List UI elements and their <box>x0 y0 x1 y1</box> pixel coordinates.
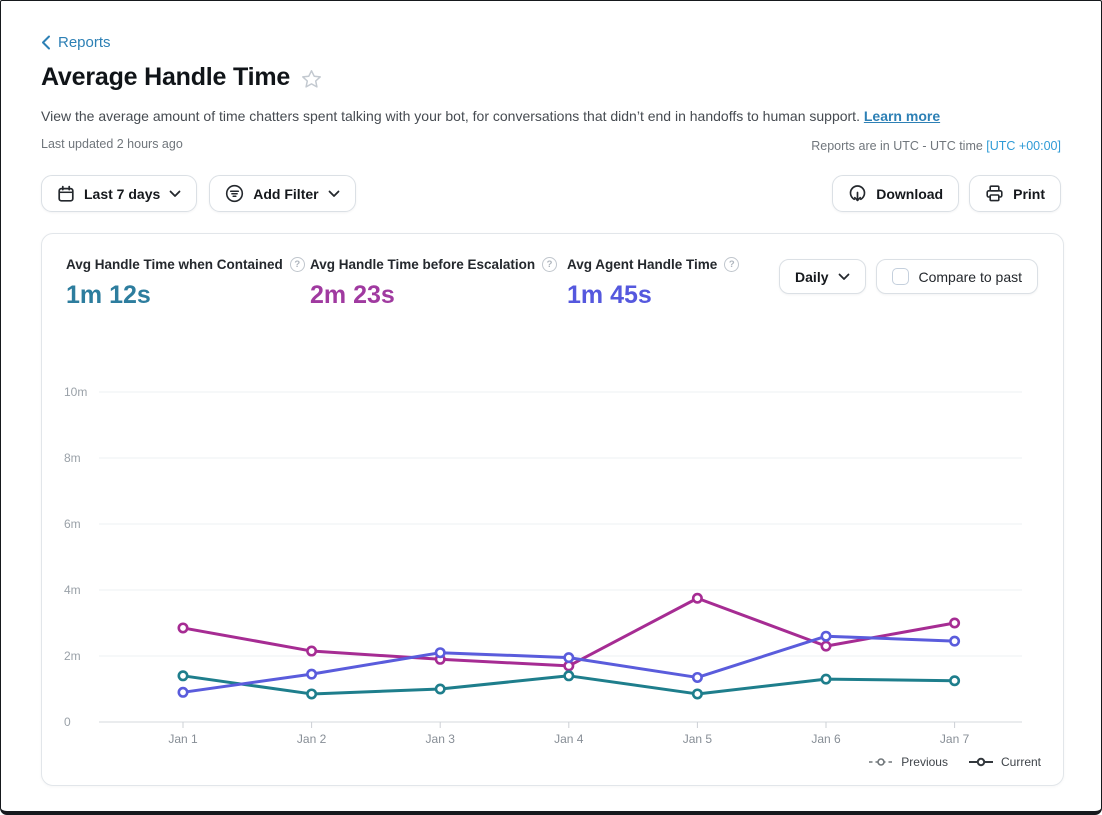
metric-contained: Avg Handle Time when Contained ? 1m 12s <box>66 256 305 310</box>
chart-card: Avg Handle Time when Contained ? 1m 12s … <box>41 233 1064 786</box>
svg-text:6m: 6m <box>64 517 81 531</box>
download-button[interactable]: Download <box>832 175 960 212</box>
metric-label-text: Avg Handle Time when Contained <box>66 257 283 272</box>
date-range-button[interactable]: Last 7 days <box>41 175 198 212</box>
svg-text:0: 0 <box>64 715 71 729</box>
svg-text:4m: 4m <box>64 583 81 597</box>
add-filter-label: Add Filter <box>253 185 319 202</box>
interval-select[interactable]: Daily <box>779 259 866 294</box>
timezone-note: Reports are in UTC - UTC time [UTC +00:0… <box>811 139 1061 153</box>
compare-label: Compare to past <box>918 268 1023 285</box>
metric-contained-value: 1m 12s <box>66 281 151 309</box>
filter-icon <box>225 184 244 203</box>
compare-checkbox[interactable] <box>891 268 909 285</box>
legend-previous: Previous <box>868 755 948 769</box>
download-label: Download <box>876 185 944 202</box>
svg-text:Jan 3: Jan 3 <box>426 732 456 746</box>
chevron-left-icon <box>41 35 51 50</box>
legend-current-label: Current <box>1000 755 1041 769</box>
chevron-down-icon <box>838 273 850 281</box>
chart-controls: Daily Compare to past <box>779 259 1038 294</box>
chevron-down-icon <box>169 190 181 198</box>
svg-text:10m: 10m <box>64 385 87 399</box>
interval-label: Daily <box>795 268 829 285</box>
metric-contained-label: Avg Handle Time when Contained ? <box>66 257 305 272</box>
svg-text:Jan 6: Jan 6 <box>811 732 841 746</box>
export-group: Download Print <box>832 175 1061 212</box>
timezone-setting-link[interactable]: [UTC +00:00] <box>986 139 1061 153</box>
metric-escalation: Avg Handle Time before Escalation ? 2m 2… <box>310 256 558 310</box>
metric-agent-label: Avg Agent Handle Time ? <box>567 257 740 272</box>
title-row: Average Handle Time <box>41 63 322 92</box>
chart-legend: Previous Current <box>868 755 1041 769</box>
svg-text:Jan 4: Jan 4 <box>554 732 584 746</box>
favorite-star-icon[interactable] <box>301 69 322 89</box>
learn-more-link[interactable]: Learn more <box>863 108 941 124</box>
back-to-reports-link[interactable]: Reports <box>41 34 111 51</box>
legend-previous-label: Previous <box>901 755 948 769</box>
metric-agent: Avg Agent Handle Time ? 1m 45s <box>567 256 740 310</box>
metric-escalation-value: 2m 23s <box>310 281 395 309</box>
svg-text:2m: 2m <box>64 649 81 663</box>
metric-label-text: Avg Handle Time before Escalation <box>310 257 536 272</box>
download-cloud-icon <box>848 184 867 203</box>
date-range-label: Last 7 days <box>84 185 161 202</box>
svg-text:Jan 2: Jan 2 <box>297 732 327 746</box>
svg-text:Jan 1: Jan 1 <box>168 732 198 746</box>
compare-to-past-button[interactable]: Compare to past <box>875 259 1038 294</box>
chevron-down-icon <box>328 190 340 198</box>
svg-text:Jan 5: Jan 5 <box>683 732 713 746</box>
metric-label-text: Avg Agent Handle Time <box>567 257 718 272</box>
toolbar: Last 7 days Add Filter Downloa <box>41 175 1061 212</box>
svg-text:Jan 7: Jan 7 <box>940 732 970 746</box>
metric-agent-value: 1m 45s <box>567 281 652 309</box>
help-icon[interactable]: ? <box>724 257 740 272</box>
last-updated-text: Last updated 2 hours ago <box>41 137 183 151</box>
print-button[interactable]: Print <box>969 175 1061 212</box>
add-filter-button[interactable]: Add Filter <box>209 175 356 212</box>
previous-marker-icon <box>868 757 894 767</box>
current-marker-icon <box>968 757 994 767</box>
handle-time-line-chart[interactable]: 0 2m 4m 6m 8m 10m Jan 1 Jan 2 Jan 3 Jan 4 Jan 5 Jan… <box>42 374 1065 754</box>
filter-group: Last 7 days Add Filter <box>41 175 356 212</box>
calendar-icon <box>57 185 75 203</box>
print-label: Print <box>1013 185 1045 202</box>
help-icon[interactable]: ? <box>289 257 305 272</box>
printer-icon <box>985 184 1004 203</box>
svg-text:8m: 8m <box>64 451 81 465</box>
timezone-note-text: Reports are in UTC - UTC time <box>811 139 983 153</box>
metric-escalation-label: Avg Handle Time before Escalation ? <box>310 257 558 272</box>
page-description: View the average amount of time chatters… <box>41 108 940 124</box>
legend-current: Current <box>968 755 1041 769</box>
back-link-label: Reports <box>58 34 111 51</box>
help-icon[interactable]: ? <box>542 257 558 272</box>
description-text: View the average amount of time chatters… <box>41 108 860 124</box>
page-title: Average Handle Time <box>41 63 291 91</box>
